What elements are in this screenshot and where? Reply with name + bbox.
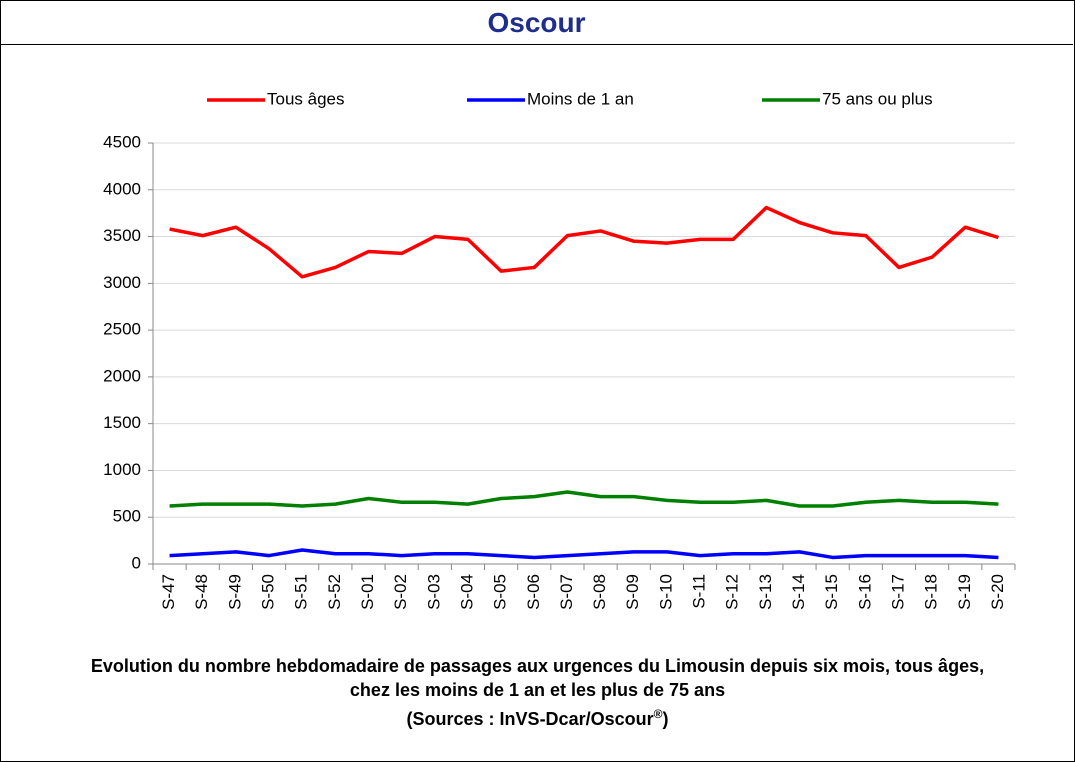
x-tick-label: S-20 (988, 574, 1007, 610)
x-tick-label: S-06 (524, 574, 543, 610)
x-tick-label: S-16 (855, 574, 874, 610)
caption: Evolution du nombre hebdomadaire de pass… (80, 654, 995, 731)
x-tick-label: S-02 (391, 574, 410, 610)
source: (Sources : InVS-Dcar/Oscour (406, 709, 654, 729)
x-tick-label: S-09 (623, 574, 642, 610)
x-tick-label: S-52 (325, 574, 344, 610)
x-tick-label: S-17 (888, 574, 907, 610)
x-tick-label: S-49 (225, 574, 244, 610)
x-tick-label: S-19 (955, 574, 974, 610)
x-tick-label: S-05 (491, 574, 510, 610)
x-tick-label: S-15 (822, 574, 841, 610)
x-tick-label: S-08 (590, 574, 609, 610)
source-end: ) (662, 709, 669, 729)
caption-source: (Sources : InVS-Dcar/Oscour®) (80, 702, 995, 731)
x-tick-label: S-48 (192, 574, 211, 610)
y-tick-label: 4500 (103, 132, 141, 151)
x-tick-label: S-51 (292, 574, 311, 610)
y-tick-label: 1000 (103, 460, 141, 479)
x-tick-label: S-12 (723, 574, 742, 610)
x-tick-label: S-07 (557, 574, 576, 610)
y-tick-label: 2000 (103, 366, 141, 385)
x-tick-label: S-13 (756, 574, 775, 610)
caption-text: Evolution du nombre hebdomadaire de pass… (90, 656, 985, 700)
source-mark: ® (653, 707, 663, 721)
y-tick-label: 3500 (103, 226, 141, 245)
x-tick-label: S-50 (259, 574, 278, 610)
y-tick-label: 0 (132, 553, 141, 572)
x-tick-label: S-11 (690, 574, 709, 609)
legend-label: Tous âges (267, 89, 345, 108)
series-line (169, 490, 999, 508)
x-tick-label: S-10 (656, 574, 675, 610)
y-tick-label: 4000 (103, 179, 141, 198)
series-line (169, 548, 999, 560)
y-tick-label: 2500 (103, 320, 141, 339)
y-tick-label: 3000 (103, 273, 141, 292)
y-tick-label: 1500 (103, 413, 141, 432)
x-tick-label: S-47 (159, 574, 178, 610)
legend-label: Moins de 1 an (527, 89, 634, 108)
x-tick-label: S-03 (424, 574, 443, 610)
x-tick-label: S-18 (922, 574, 941, 610)
chart: 0 500 1000 1500 2000 2500 3000 3500 4000 4500 S-47… (103, 89, 1016, 610)
x-tick-label: S-04 (457, 574, 476, 610)
header-title: Oscour (0, 0, 1073, 45)
legend-label: 75 ans ou plus (822, 89, 933, 108)
series-line (169, 205, 999, 279)
y-tick-label: 500 (113, 507, 141, 526)
x-tick-label: S-14 (789, 574, 808, 610)
x-tick-label: S-01 (358, 574, 377, 610)
